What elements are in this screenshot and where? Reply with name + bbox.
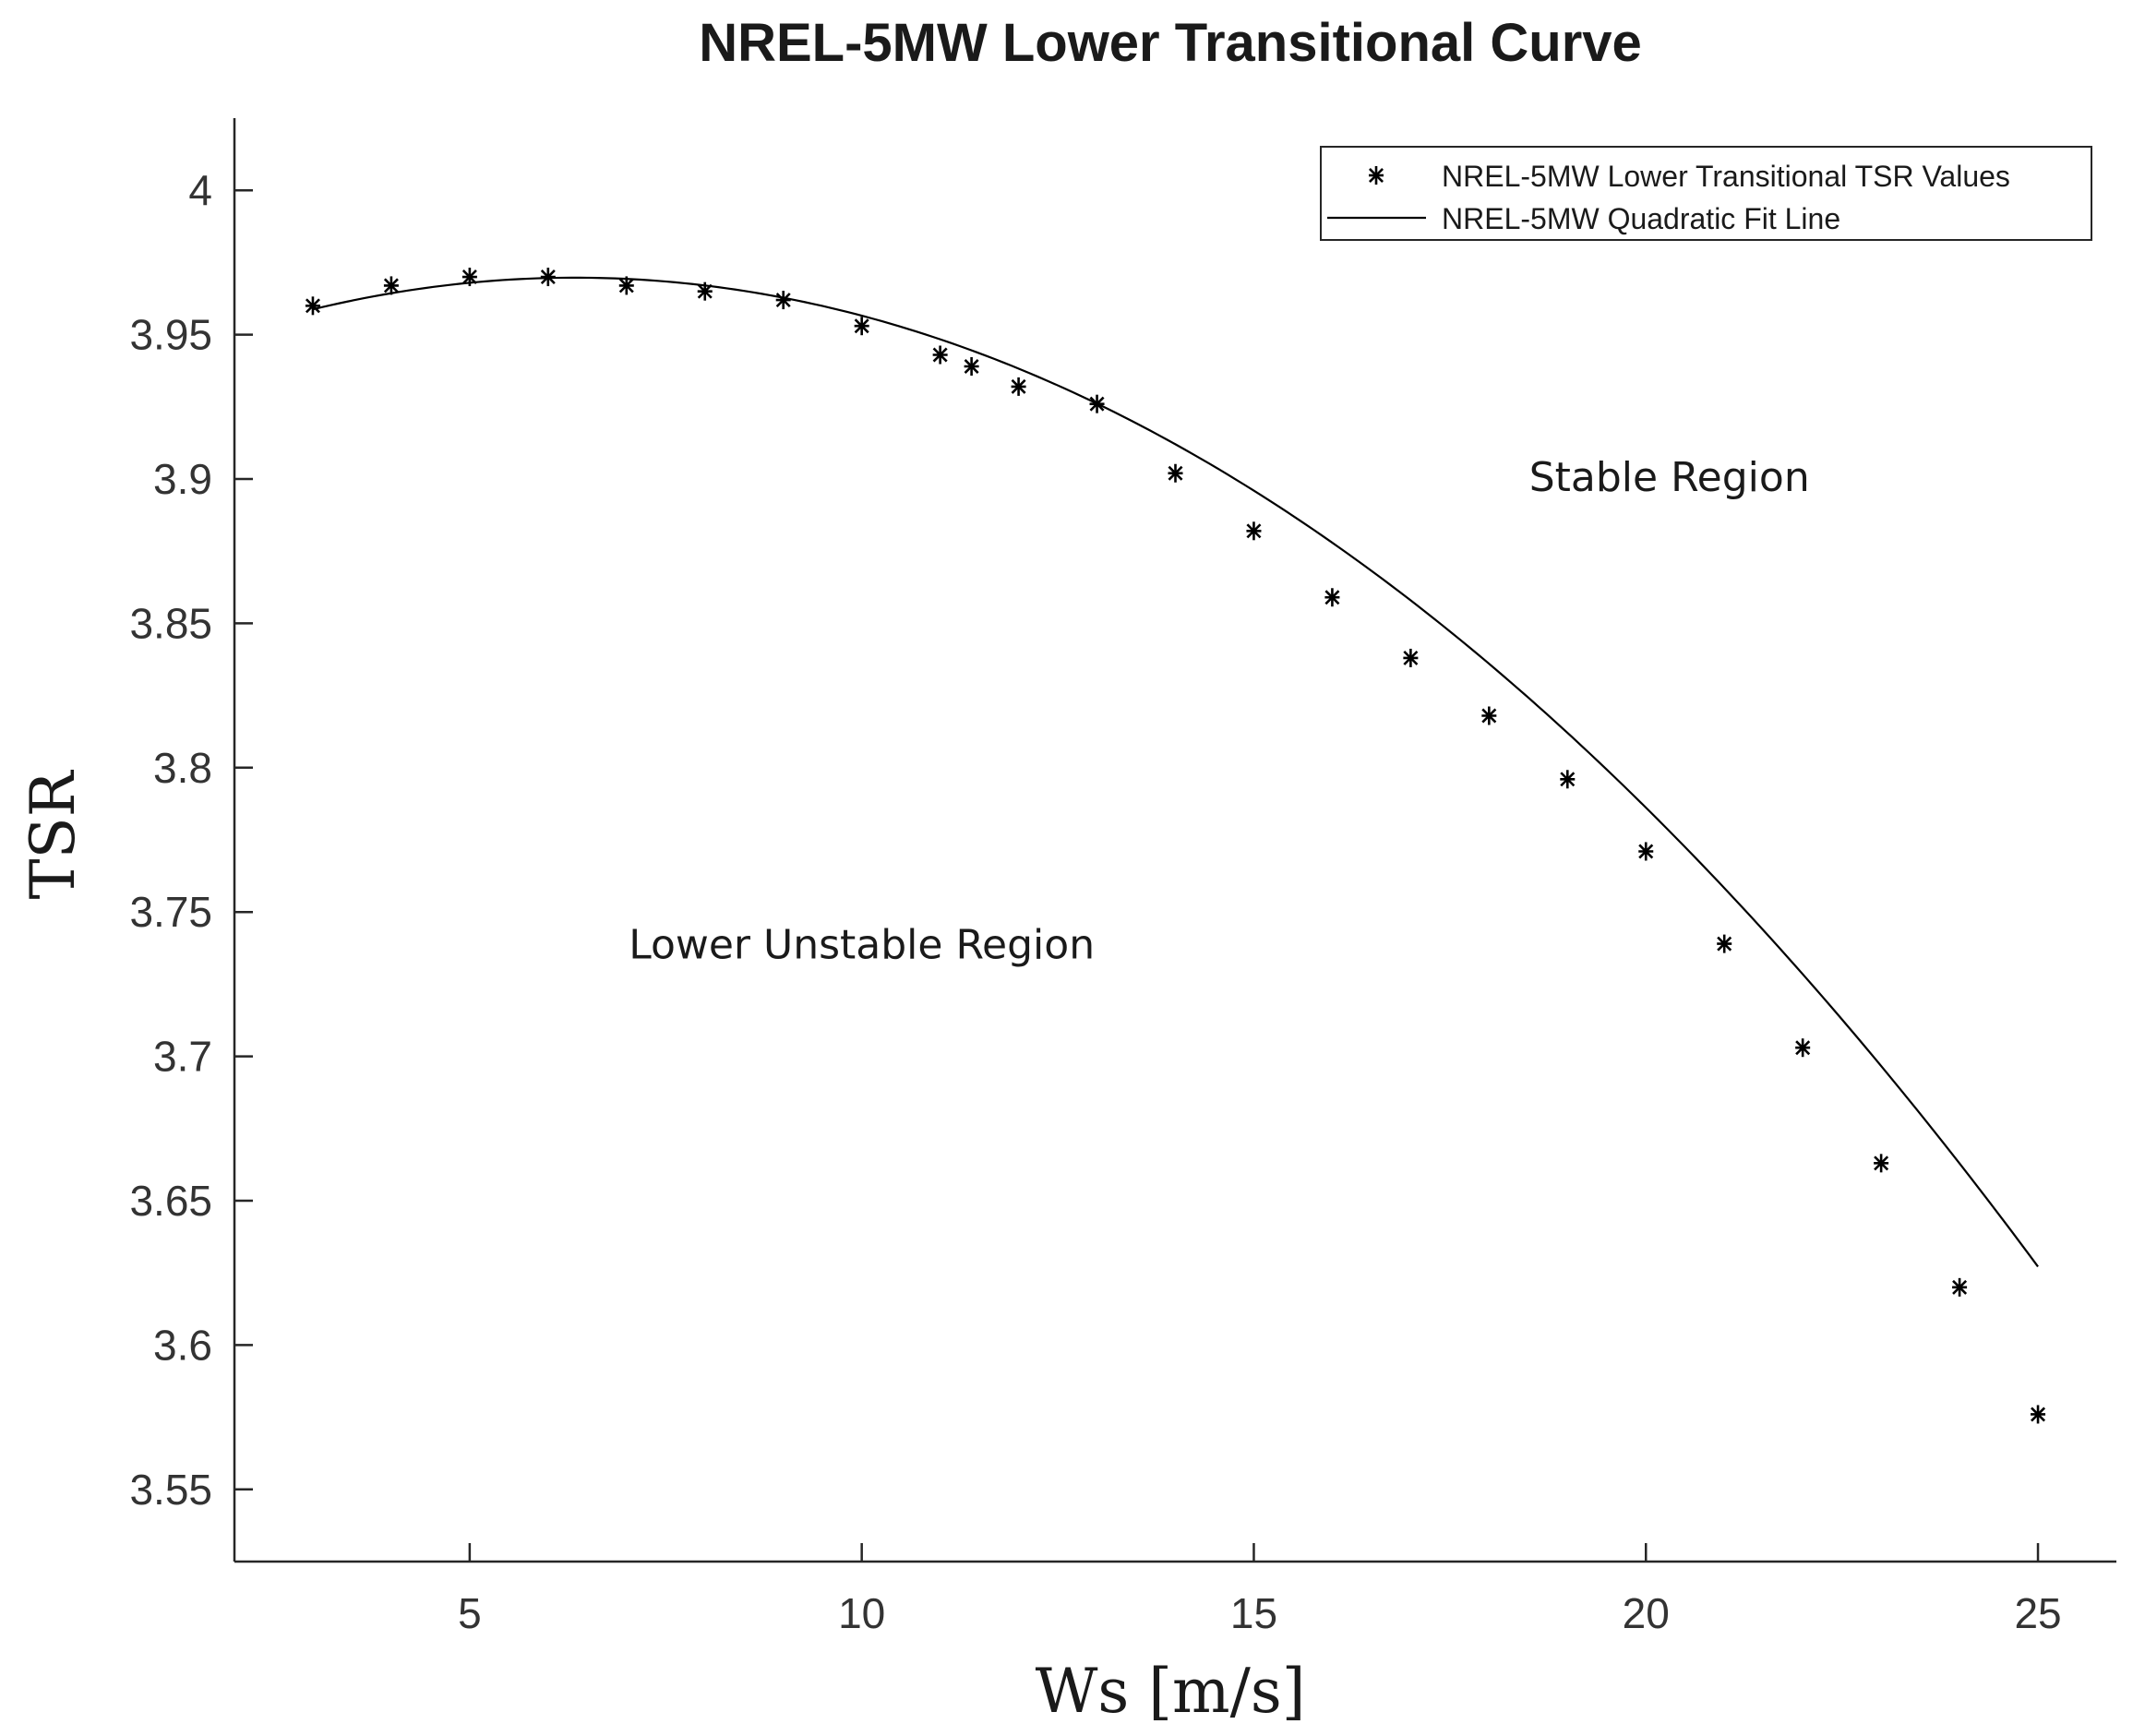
data-point	[1952, 1277, 1968, 1297]
data-point	[305, 296, 320, 316]
data-point	[1638, 842, 1654, 861]
data-point	[1481, 706, 1497, 725]
data-point	[383, 276, 399, 295]
data-point	[2031, 1405, 2046, 1424]
data-point	[1011, 377, 1026, 396]
data-point	[1560, 770, 1576, 789]
data-point	[854, 317, 869, 336]
data-point	[540, 268, 556, 287]
y-tick-label: 3.75	[129, 888, 212, 936]
data-point	[697, 281, 713, 301]
y-axis-ticks: 3.55 3.6 3.65 3.7 3.75 3.8 3.85 3.9 3.95 4	[129, 166, 253, 1514]
x-tick-label: 25	[2014, 1589, 2061, 1637]
x-tick-label: 5	[458, 1589, 482, 1637]
x-tick-label: 10	[838, 1589, 885, 1637]
y-tick-label: 3.6	[153, 1321, 212, 1369]
data-point	[1403, 648, 1419, 667]
legend-marker-icon	[1369, 166, 1384, 185]
y-axis-label: TSR	[18, 769, 89, 899]
tsr-markers	[305, 268, 2046, 1424]
x-tick-label: 20	[1623, 1589, 1670, 1637]
data-point	[775, 291, 791, 310]
legend-box	[1320, 146, 2092, 241]
annotation-lower-unstable-region: Lower Unstable Region	[629, 922, 1095, 969]
y-tick-label: 3.85	[129, 599, 212, 647]
data-point	[1168, 463, 1183, 483]
legend-entry-fit-line: NREL-5MW Quadratic Fit Line	[1442, 202, 1840, 235]
x-tick-label: 15	[1230, 1589, 1277, 1637]
data-point	[618, 276, 634, 295]
y-tick-label: 3.65	[129, 1177, 212, 1225]
legend-asterisk	[1369, 166, 1384, 185]
y-tick-label: 3.55	[129, 1466, 212, 1514]
data-point	[1717, 934, 1732, 953]
y-tick-label: 3.8	[153, 744, 212, 792]
y-tick-label: 3.9	[153, 455, 212, 503]
quadratic-fit-line	[312, 276, 2039, 1268]
data-point	[964, 357, 979, 377]
y-tick-label: 4	[188, 166, 212, 214]
legend: NREL-5MW Lower Transitional TSR Values N…	[1320, 146, 2092, 241]
x-axis-label: Ws [m/s]	[1036, 1656, 1306, 1727]
data-point	[1324, 588, 1340, 607]
chart-title: NREL-5MW Lower Transitional Curve	[699, 13, 1642, 73]
data-point	[1089, 394, 1105, 413]
data-point	[1246, 521, 1262, 541]
data-point	[932, 345, 948, 365]
data-point	[1795, 1038, 1811, 1058]
legend-entry-tsr-values: NREL-5MW Lower Transitional TSR Values	[1442, 160, 2010, 193]
y-tick-label: 3.7	[153, 1033, 212, 1081]
data-point	[1874, 1154, 1889, 1173]
data-point	[461, 268, 477, 287]
x-axis-ticks: 5 10 15 20 25	[458, 1543, 2062, 1637]
annotation-stable-region: Stable Region	[1529, 454, 1810, 501]
y-tick-label: 3.95	[129, 311, 212, 359]
